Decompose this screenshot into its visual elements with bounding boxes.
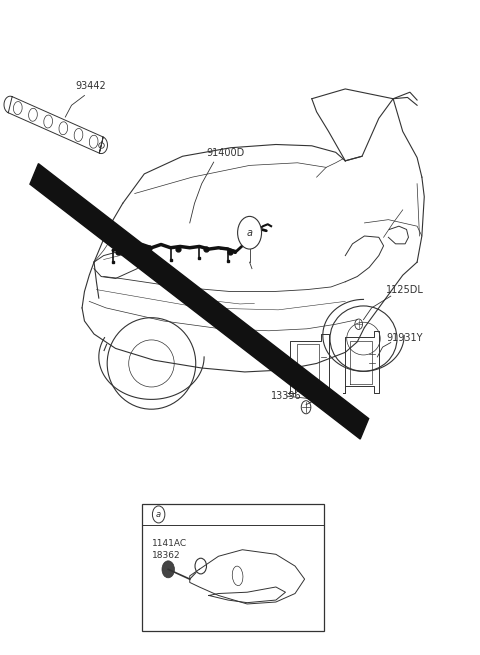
Circle shape	[238, 216, 262, 249]
Circle shape	[153, 506, 165, 523]
Text: 91931Y: 91931Y	[386, 333, 422, 343]
Circle shape	[162, 561, 174, 578]
Text: 1141AC: 1141AC	[153, 539, 188, 548]
Polygon shape	[30, 164, 369, 439]
Text: a: a	[247, 228, 252, 238]
Text: 13396: 13396	[271, 390, 302, 401]
Text: 18362: 18362	[153, 551, 181, 560]
Text: a: a	[156, 510, 161, 519]
Bar	[142, 504, 324, 631]
Text: 93442: 93442	[75, 81, 106, 91]
Text: 91400D: 91400D	[206, 147, 245, 158]
Text: 1125DL: 1125DL	[386, 285, 424, 295]
